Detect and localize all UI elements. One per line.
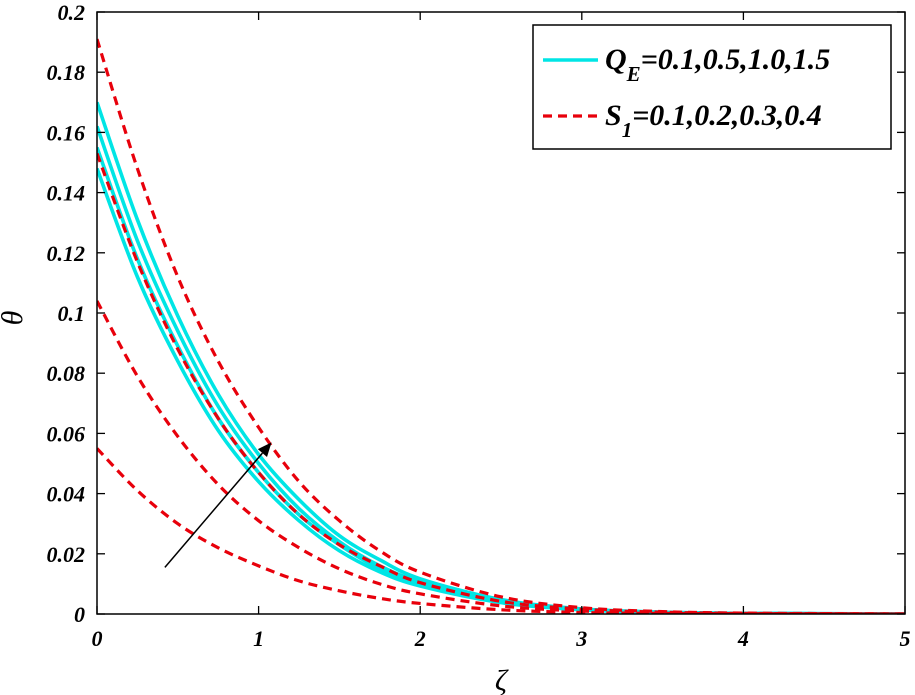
annotations bbox=[164, 442, 272, 568]
legend-subscript: E bbox=[626, 62, 641, 86]
x-axis-label: ζ bbox=[495, 664, 509, 695]
series-line-qe-1.5 bbox=[97, 101, 905, 614]
legend-rest: =0.1,0.2,0.3,0.4 bbox=[632, 99, 822, 132]
y-tick-label: 0.1 bbox=[58, 301, 86, 326]
y-tick-label: 0.2 bbox=[58, 0, 86, 25]
y-tick-label: 0 bbox=[74, 602, 85, 627]
x-tick-label: 5 bbox=[900, 626, 911, 651]
series-line-qe-0.5 bbox=[97, 146, 905, 614]
x-tick-label: 3 bbox=[575, 626, 587, 651]
series-line-s1-0.4 bbox=[97, 38, 905, 614]
legend-main: S bbox=[605, 99, 622, 132]
tick-marks: 0 1 2 3 4 5 0 0.02 0.04 0.06 0.08 0.1 0.12 0.14 0.16 0.… bbox=[47, 0, 911, 651]
y-tick-label: 0.06 bbox=[47, 421, 86, 446]
legend-subscript: 1 bbox=[622, 118, 633, 142]
legend-entry-label: S1=0.1,0.2,0.3,0.4 bbox=[605, 99, 822, 142]
y-tick-label: 0.12 bbox=[47, 241, 86, 266]
series-line-s1-0.2 bbox=[97, 300, 905, 614]
y-tick-label: 0.16 bbox=[47, 120, 86, 145]
y-tick-label: 0.04 bbox=[47, 482, 86, 507]
y-tick-label: 0.02 bbox=[47, 542, 86, 567]
legend-entry-label: QE=0.1,0.5,1.0,1.5 bbox=[605, 43, 830, 86]
x-tick-label: 0 bbox=[92, 626, 103, 651]
x-tick-label: 2 bbox=[414, 626, 426, 651]
series-line-s1-0.3 bbox=[97, 152, 905, 614]
y-tick-label: 0.08 bbox=[47, 361, 86, 386]
x-tick-label: 4 bbox=[737, 626, 749, 651]
legend-rest: =0.1,0.5,1.0,1.5 bbox=[641, 43, 831, 76]
plot-curves bbox=[97, 38, 905, 614]
y-tick-label: 0.14 bbox=[47, 181, 86, 206]
legend-box bbox=[532, 24, 892, 150]
legend: QE=0.1,0.5,1.0,1.5 S1=0.1,0.2,0.3,0.4 bbox=[532, 24, 892, 150]
legend-main: Q bbox=[605, 43, 627, 76]
y-axis-label: θ bbox=[0, 310, 29, 325]
y-tick-label: 0.18 bbox=[47, 60, 86, 85]
x-tick-label: 1 bbox=[253, 626, 264, 651]
arrow-head bbox=[257, 442, 272, 457]
series-line-qe-1.0 bbox=[97, 125, 905, 614]
arrow-shaft bbox=[164, 452, 264, 568]
series-line-s1-0.1 bbox=[97, 447, 905, 614]
